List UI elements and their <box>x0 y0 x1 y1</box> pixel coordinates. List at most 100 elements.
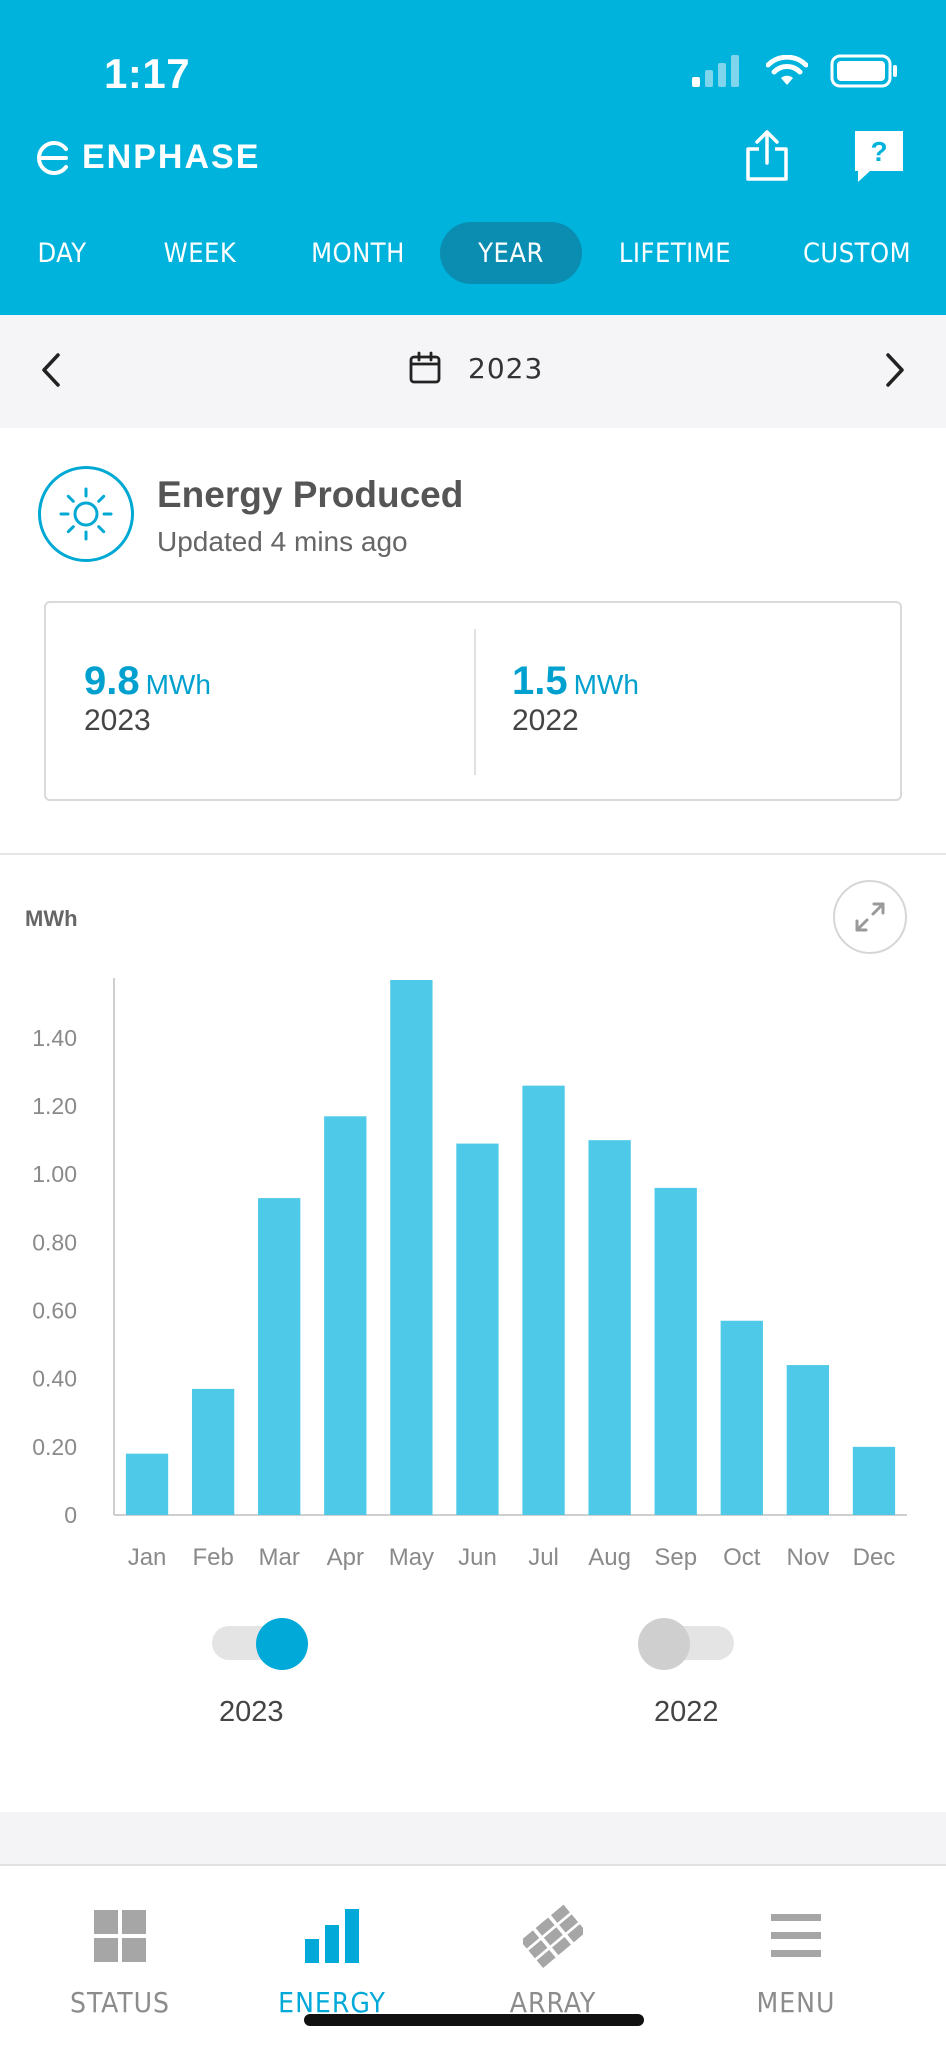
x-tick-label: Aug <box>588 1544 631 1571</box>
share-button[interactable] <box>738 126 796 186</box>
tab-day[interactable]: DAY <box>37 237 87 269</box>
x-tick-label: Jul <box>528 1544 559 1571</box>
wifi-icon <box>766 55 808 85</box>
help-icon: ? <box>855 131 903 182</box>
bar-feb <box>191 1388 235 1515</box>
help-button[interactable]: ? <box>850 126 908 186</box>
date-label: 2023 <box>468 351 544 385</box>
period-tabs: DAY WEEK MONTH YEAR LIFETIME CUSTOM <box>0 222 946 286</box>
tab-custom[interactable]: CUSTOM <box>802 237 912 269</box>
bar-chart-icon <box>302 1906 362 1966</box>
solar-array-icon <box>523 1904 583 1969</box>
bar-mar <box>258 1198 301 1515</box>
x-tick-label: Dec <box>853 1544 896 1571</box>
toggle-label-2023: 2023 <box>219 1696 284 1728</box>
toggle-2023[interactable] <box>212 1618 308 1670</box>
x-tick-label: Jan <box>128 1544 167 1571</box>
nav-energy-label: ENERGY <box>278 1986 386 2019</box>
summary-divider <box>474 629 476 775</box>
y-axis-unit: MWh <box>25 906 78 931</box>
grid-icon <box>90 1906 150 1966</box>
bar-may <box>390 980 433 1515</box>
energy-summary: 9.8 MWh 2023 1.5 MWh 2022 <box>44 601 902 801</box>
y-tick-label: 0.80 <box>32 1229 77 1255</box>
status-icons <box>692 54 898 88</box>
content-bottom-strip <box>0 1812 946 1864</box>
calendar-icon <box>409 351 441 384</box>
previous-year-unit: MWh <box>573 669 639 700</box>
bar-dec <box>852 1446 896 1515</box>
toggle-knob <box>256 1618 308 1670</box>
nav-energy[interactable]: ENERGY <box>232 1906 432 2019</box>
enphase-logo-icon <box>37 140 68 175</box>
x-tick-label: Jun <box>458 1544 497 1571</box>
bar-oct <box>720 1320 763 1515</box>
x-tick-label: Apr <box>327 1544 364 1571</box>
home-indicator <box>304 2014 644 2026</box>
previous-year-label: 2022 <box>512 704 579 737</box>
y-tick-label: 1.00 <box>32 1161 77 1187</box>
bar-sep <box>654 1187 697 1515</box>
bar-aug <box>588 1140 631 1515</box>
x-tick-label: Nov <box>787 1544 830 1571</box>
y-tick-label: 1.20 <box>32 1093 77 1119</box>
status-time: 1:17 <box>104 50 191 97</box>
x-tick-label: Oct <box>723 1544 761 1571</box>
tab-week[interactable]: WEEK <box>163 237 237 269</box>
nav-array[interactable]: ARRAY <box>453 1904 653 2019</box>
current-year-unit: MWh <box>145 669 211 700</box>
y-tick-label: 0.40 <box>32 1366 77 1392</box>
current-year-value: 9.8 <box>84 659 140 703</box>
card-title: Energy Produced <box>157 474 464 515</box>
x-tick-label: Feb <box>192 1544 233 1571</box>
y-tick-label: 0.20 <box>32 1434 77 1460</box>
next-period-button[interactable] <box>870 345 920 395</box>
energy-bar-chart: 0 0.20 0.40 0.60 0.80 1.00 1.20 1.40 Jan Feb Mar Ap… <box>32 978 907 1571</box>
battery-icon <box>830 54 897 88</box>
bar-jul <box>522 1085 565 1515</box>
x-tick-label: Mar <box>259 1544 300 1571</box>
section-divider <box>0 853 946 855</box>
updated-text: Updated 4 mins ago <box>157 526 408 557</box>
current-year-stat: 9.8 MWh 2023 <box>84 659 211 738</box>
y-tick-label: 0 <box>64 1502 77 1528</box>
nav-status[interactable]: STATUS <box>20 1906 220 2019</box>
expand-chart-button[interactable] <box>833 880 907 954</box>
bar-apr <box>324 1116 367 1515</box>
bar-jun <box>456 1143 499 1515</box>
x-tick-label: May <box>389 1544 434 1571</box>
toggle-label-2022: 2022 <box>654 1696 719 1728</box>
bar-nov <box>786 1365 830 1515</box>
current-year-label: 2023 <box>84 704 151 737</box>
y-tick-label: 1.40 <box>32 1025 77 1051</box>
svg-text:?: ? <box>870 136 887 167</box>
app-header: 1:17 ENPHASE <box>0 0 946 315</box>
sun-icon <box>59 487 113 541</box>
tab-year[interactable]: YEAR <box>440 222 582 284</box>
toggle-2022[interactable] <box>638 1618 734 1670</box>
menu-icon <box>766 1906 826 1966</box>
nav-array-label: ARRAY <box>509 1986 597 2019</box>
enphase-logo: ENPHASE <box>36 138 260 177</box>
tab-month[interactable]: MONTH <box>311 237 405 269</box>
date-navigator: 2023 <box>0 315 946 428</box>
y-tick-label: 0.60 <box>32 1298 77 1324</box>
x-tick-label: Sep <box>654 1544 697 1571</box>
previous-year-value: 1.5 <box>512 659 568 703</box>
nav-menu[interactable]: MENU <box>696 1906 896 2019</box>
bar-jan <box>125 1453 169 1515</box>
previous-year-stat: 1.5 MWh 2022 <box>512 659 639 738</box>
previous-period-button[interactable] <box>26 345 76 395</box>
signal-icon <box>692 55 739 87</box>
brand-name: ENPHASE <box>82 138 261 176</box>
chevron-right-icon <box>886 353 904 387</box>
bottom-nav: STATUS ENERGY <box>0 1866 946 2048</box>
energy-produced-badge <box>38 466 134 562</box>
chevron-left-icon <box>42 353 60 387</box>
nav-menu-label: MENU <box>756 1986 836 2019</box>
toggle-knob <box>638 1618 690 1670</box>
date-picker[interactable]: 2023 <box>408 351 543 385</box>
expand-icon <box>855 902 885 932</box>
tab-lifetime[interactable]: LIFETIME <box>618 237 732 269</box>
bottom-nav-border <box>0 1864 946 1866</box>
